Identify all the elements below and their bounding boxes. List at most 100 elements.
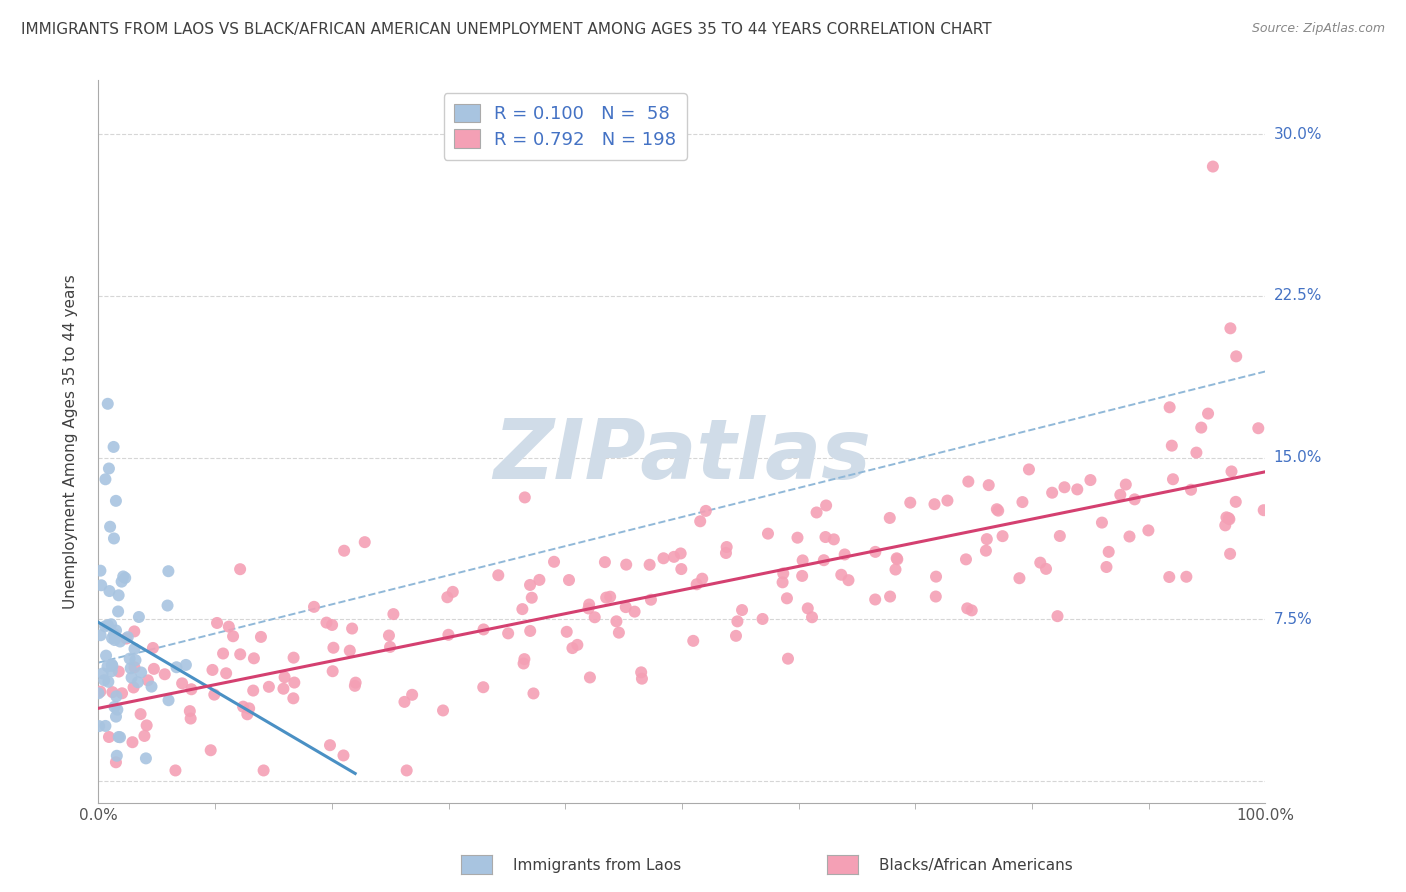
Point: [112, 569, 135, 583]
Point: [97, 397, 120, 411]
Point: [122, 681, 145, 695]
Point: [513, 652, 536, 666]
Point: [201, 663, 224, 677]
Point: [1215, 510, 1237, 524]
Point: [103, 627, 125, 641]
Point: [886, 551, 908, 566]
Point: [731, 603, 754, 617]
Point: [776, 591, 799, 606]
Point: [232, 699, 254, 714]
Point: [662, 549, 685, 564]
Point: [1115, 477, 1137, 491]
Point: [792, 553, 814, 567]
Point: [105, 690, 128, 704]
Point: [98, 584, 121, 599]
Point: [108, 730, 131, 744]
Point: [1008, 571, 1031, 585]
Point: [179, 704, 201, 718]
Point: [607, 625, 630, 640]
Point: [974, 543, 997, 558]
Point: [115, 632, 138, 646]
Point: [378, 628, 401, 642]
Point: [486, 568, 509, 582]
Point: [555, 624, 578, 639]
Point: [579, 670, 602, 684]
Point: [623, 605, 645, 619]
Point: [1220, 465, 1243, 479]
Point: [614, 558, 637, 572]
Point: [695, 504, 717, 518]
Point: [111, 686, 134, 700]
Point: [94, 619, 117, 633]
Point: [714, 546, 737, 560]
Point: [105, 624, 128, 638]
Point: [180, 712, 202, 726]
Point: [101, 659, 124, 673]
Point: [1049, 529, 1071, 543]
Point: [229, 562, 252, 576]
Point: [166, 660, 188, 674]
Point: [924, 497, 946, 511]
Point: [382, 607, 405, 621]
Point: [89, 719, 111, 733]
Point: [543, 555, 565, 569]
Point: [830, 567, 852, 582]
Point: [1202, 160, 1225, 174]
Point: [107, 588, 129, 602]
Point: [283, 650, 305, 665]
Point: [174, 657, 197, 672]
Point: [631, 672, 654, 686]
Point: [991, 529, 1014, 543]
Point: [87, 686, 110, 700]
Point: [104, 633, 127, 648]
Point: [441, 585, 464, 599]
Point: [94, 648, 117, 663]
Point: [519, 578, 541, 592]
Point: [90, 578, 112, 592]
Point: [242, 683, 264, 698]
Point: [987, 503, 1010, 517]
Point: [614, 600, 637, 615]
Point: [97, 618, 120, 632]
Point: [108, 634, 131, 648]
Point: [128, 610, 150, 624]
Point: [97, 461, 120, 475]
Point: [1218, 511, 1240, 525]
Point: [142, 662, 165, 676]
Point: [583, 610, 606, 624]
Point: [976, 532, 998, 546]
Point: [302, 599, 325, 614]
Point: [90, 628, 112, 642]
Point: [378, 640, 401, 654]
Point: [960, 603, 983, 617]
Point: [243, 651, 266, 665]
Point: [394, 695, 416, 709]
Point: [863, 592, 886, 607]
Text: 7.5%: 7.5%: [1274, 612, 1312, 627]
Point: [986, 502, 1008, 516]
Point: [1080, 473, 1102, 487]
Point: [1218, 512, 1240, 526]
Point: [522, 686, 544, 700]
Point: [89, 564, 111, 578]
Point: [786, 531, 808, 545]
Point: [1159, 401, 1181, 415]
Point: [925, 590, 948, 604]
Point: [94, 719, 117, 733]
Point: [512, 657, 534, 671]
Point: [129, 665, 152, 680]
Point: [104, 709, 127, 723]
Text: ZIPatlas: ZIPatlas: [494, 416, 870, 497]
Point: [98, 730, 121, 744]
Point: [200, 743, 222, 757]
Point: [865, 545, 887, 559]
Point: [512, 602, 534, 616]
Point: [879, 590, 901, 604]
Point: [202, 688, 225, 702]
Point: [956, 601, 979, 615]
Point: [772, 566, 794, 581]
Point: [605, 615, 627, 629]
Point: [578, 601, 600, 615]
Point: [1066, 483, 1088, 497]
Point: [1091, 516, 1114, 530]
